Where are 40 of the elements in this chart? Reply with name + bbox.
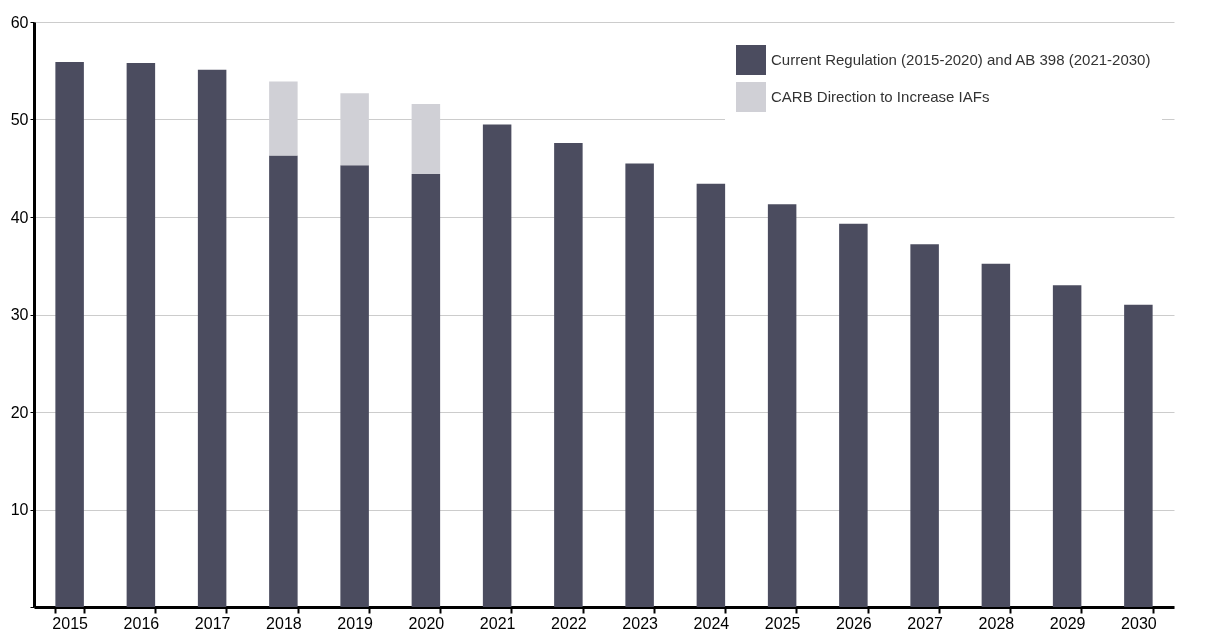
y-tick-label: 30: [10, 306, 29, 323]
x-tick-label: 2026: [836, 614, 872, 632]
x-tick-label: 2015: [52, 614, 89, 632]
bar: [625, 163, 654, 607]
x-tick-label: 2025: [764, 614, 801, 632]
x-tick-label: 2022: [551, 614, 587, 632]
x-tick-label: 2020: [408, 614, 445, 632]
x-tick-label: 2023: [622, 614, 659, 632]
y-tick-label: 20: [10, 403, 29, 421]
x-tick-label: 2021: [479, 614, 516, 632]
bar: [340, 165, 369, 607]
bar: [554, 142, 583, 607]
bar: [1052, 285, 1082, 607]
bar: [910, 244, 939, 607]
y-tick-label: 60: [10, 13, 29, 31]
bar: [767, 204, 797, 607]
bar: [126, 62, 156, 607]
legend-label: CARB Direction to Increase IAFs: [771, 88, 990, 105]
bar: [482, 124, 512, 607]
bar: [411, 174, 441, 607]
bar: [55, 61, 84, 607]
bar: [197, 69, 227, 607]
y-tick-label: 50: [10, 111, 29, 128]
x-tick-label: 2027: [907, 614, 944, 632]
bar: [981, 263, 1011, 607]
x-tick-label: 2018: [266, 614, 302, 632]
bar: [839, 223, 868, 607]
y-tick-label: 40: [10, 208, 29, 226]
x-tick-label: 2029: [1049, 614, 1086, 632]
bar: [1124, 304, 1153, 607]
legend-label: Current Regulation (2015-2020) and AB 398 (2021-2030): [771, 51, 1151, 68]
x-tick-label: 2017: [194, 614, 231, 632]
x-tick-label: 2028: [978, 614, 1015, 632]
bar: [696, 183, 726, 607]
y-tick-label: 10: [10, 501, 29, 518]
x-tick-label: 2016: [123, 614, 160, 632]
x-tick-label: 2024: [693, 614, 730, 632]
bar: [269, 155, 298, 607]
x-tick-label: 2019: [337, 614, 374, 632]
x-tick-label: 2030: [1121, 614, 1157, 632]
